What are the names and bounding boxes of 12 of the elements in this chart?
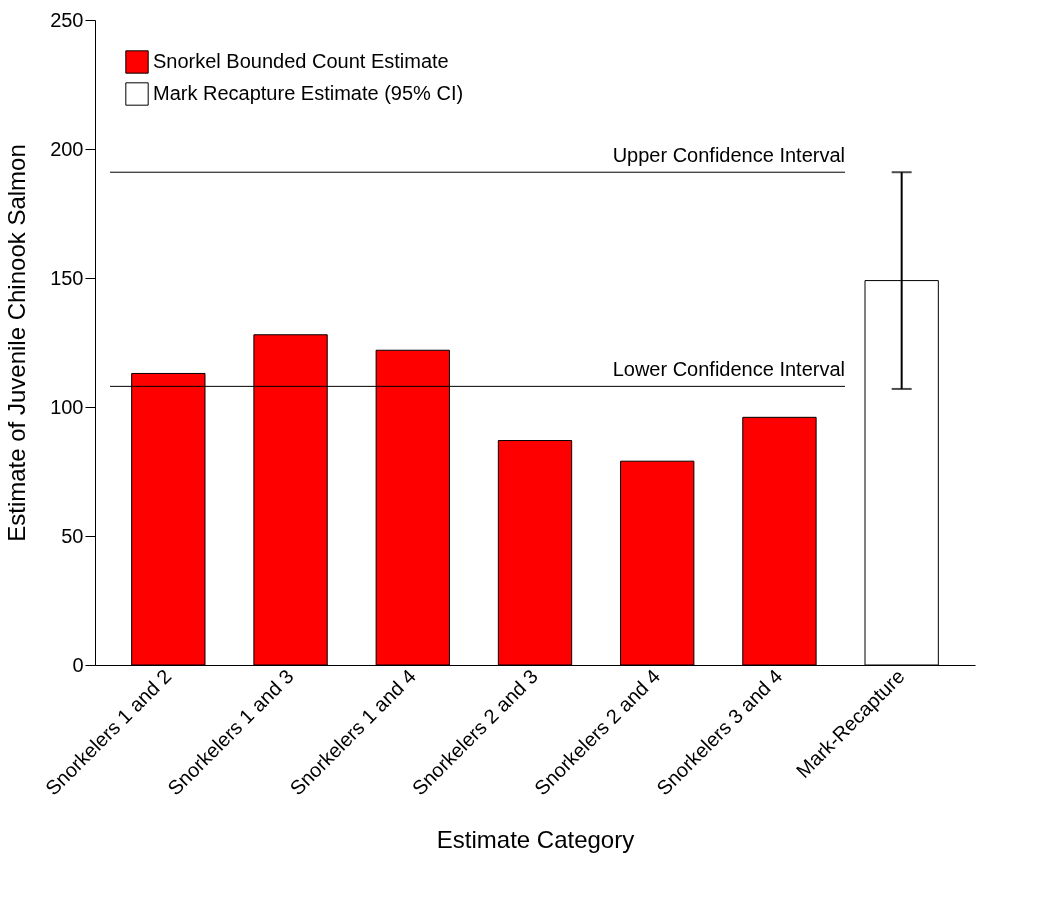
y-tick-label: 100 [50,395,84,418]
y-axis-title: Estimate of Juvenile Chinook Salmon [3,144,31,542]
y-tick-label: 250 [50,8,84,31]
legend-label: Snorkel Bounded Count Estimate [153,50,449,72]
y-tick-label: 200 [50,137,84,160]
y-tick-label: 150 [50,266,84,289]
legend-label: Mark Recapture Estimate (95% CI) [153,82,464,104]
ref-line-label: Lower Confidence Interval [612,358,845,381]
y-tick-label: 0 [72,653,84,676]
ref-line-label: Upper Confidence Interval [612,144,845,167]
x-axis-title: Estimate Category [436,826,635,854]
y-tick-label: 50 [61,524,84,547]
